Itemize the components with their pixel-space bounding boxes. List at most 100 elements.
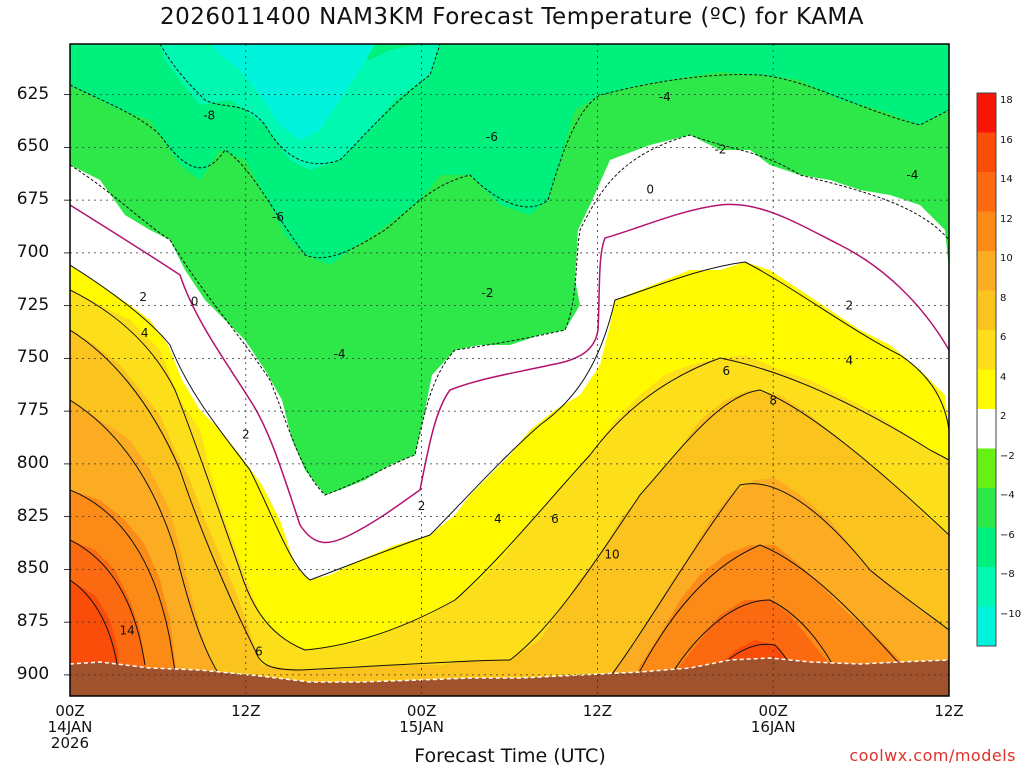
contour-label: -6 [486, 130, 498, 144]
x-tick-label: 00Z 14JAN 2026 [30, 703, 110, 751]
colorbar-swatch [977, 369, 996, 410]
colorbar-tick-label: 4 [1000, 371, 1007, 383]
x-tick-label: 00Z 15JAN [382, 703, 462, 735]
contour-label: 2 [139, 290, 147, 304]
contour-label: 4 [846, 354, 854, 368]
colorbar-tick-label: 14 [1000, 174, 1013, 185]
colorbar-tick-label: −10 [1000, 608, 1022, 620]
contour-label: 2 [242, 427, 250, 441]
y-tick-label: 775 [16, 400, 50, 421]
colorbar-tick-label: 2 [1000, 411, 1007, 422]
colorbar-tick-label: 6 [1000, 332, 1007, 343]
x-tick-time: 00Z [55, 702, 85, 720]
contour-10 [70, 489, 906, 691]
contour-4 [70, 289, 949, 651]
contour-minus6 [70, 74, 949, 259]
x-tick-time: 12Z [582, 702, 613, 720]
x-tick-date: 16JAN [750, 718, 796, 736]
x-tick-date: 2026 [50, 734, 90, 752]
colorbar-swatch [977, 606, 996, 647]
y-tick-label: 650 [16, 136, 50, 157]
contour-label: -4 [659, 90, 671, 104]
x-tick-label: 00Z 16JAN [733, 703, 813, 735]
colorbar-swatch [977, 567, 996, 607]
y-tick-label: 850 [16, 558, 50, 579]
x-tick-label: 12Z [206, 703, 286, 719]
contour-label: -4 [334, 347, 346, 361]
chart-title: 2026011400 NAM3KM Forecast Temperature (… [159, 4, 865, 30]
contour-label: -6 [272, 210, 284, 224]
y-tick-label: 750 [16, 347, 50, 368]
contour-label: 6 [255, 645, 263, 659]
plot-frame [69, 43, 950, 697]
terrain-ground [70, 658, 949, 696]
y-tick-label: 800 [16, 452, 50, 473]
contour-label: 4 [494, 512, 502, 526]
y-tick-label: 875 [16, 611, 50, 632]
colorbar-tick-label: 8 [1000, 292, 1007, 304]
y-tick-label: 625 [16, 83, 50, 104]
y-tick-label: 675 [16, 189, 50, 210]
colorbar-tick-label: 12 [1000, 213, 1013, 225]
contour-label: 0 [646, 183, 654, 197]
contour-label: 10 [604, 548, 619, 562]
colorbar-tick-label: 16 [1000, 134, 1013, 146]
contour-label: -2 [482, 286, 494, 300]
colorbar-tick-label: 10 [1000, 253, 1013, 264]
x-tick-label: 12Z [909, 703, 989, 719]
contour-zero [70, 203, 949, 544]
colorbar-swatch [977, 251, 996, 291]
x-tick-date: 15JAN [399, 718, 444, 736]
contour-8 [70, 399, 949, 691]
colorbar-swatch [977, 527, 996, 568]
y-tick-label: 700 [16, 241, 50, 262]
terrain-edge [70, 657, 949, 683]
colorbar-swatch [977, 330, 996, 370]
colorbar-swatch [977, 93, 996, 133]
contour-label: 14 [119, 624, 134, 638]
colorbar-swatch [977, 211, 996, 252]
contour-label: 6 [722, 364, 730, 378]
contour-label: -4 [906, 168, 918, 182]
colorbar-swatch [977, 409, 996, 449]
colorbar [976, 92, 997, 647]
colorbar-tick-label: −2 [1000, 450, 1015, 462]
x-tick-time: 00Z [758, 702, 788, 720]
contour-label: 8 [769, 394, 777, 408]
colorbar-tick-label: 18 [1000, 95, 1013, 106]
band-minus10 [210, 44, 375, 140]
contour-label: 2 [846, 299, 854, 313]
contour-label: 2 [418, 499, 426, 513]
colorbar-tick-label: −6 [1000, 529, 1015, 541]
contour-minus8 [159, 44, 441, 165]
contour-2 [70, 261, 949, 581]
x-tick-time: 12Z [934, 702, 964, 720]
contour-minus2 [70, 134, 949, 496]
colorbar-swatch [977, 290, 996, 331]
x-tick-label: 12Z [557, 703, 637, 719]
x-tick-time: 12Z [231, 702, 261, 720]
colorbar-swatch [977, 172, 996, 212]
grid-lines [64, 44, 949, 696]
x-tick-date: 14JAN [47, 718, 93, 736]
colorbar-swatch [977, 448, 996, 489]
contour-label: -2 [714, 143, 726, 157]
contour-6 [70, 329, 949, 671]
colorbar-tick-label: −4 [1000, 490, 1015, 501]
colorbar-tick-label: −8 [1000, 569, 1015, 580]
y-tick-label: 725 [16, 294, 50, 315]
x-tick-time: 00Z [406, 702, 437, 720]
contour-label: 4 [141, 326, 149, 340]
contour-label: -8 [203, 109, 215, 123]
colorbar-swatch [977, 132, 996, 173]
x-axis-label: Forecast Time (UTC) [414, 745, 606, 767]
contour-label: 0 [191, 294, 199, 308]
contour-label: 6 [551, 512, 559, 526]
colorbar-frame [976, 92, 997, 647]
credit-link[interactable]: coolwx.com/models [849, 746, 1016, 765]
y-tick-label: 900 [16, 663, 50, 684]
contour-12 [70, 539, 846, 691]
y-tick-label: 825 [16, 505, 50, 526]
colorbar-swatch [977, 488, 996, 528]
